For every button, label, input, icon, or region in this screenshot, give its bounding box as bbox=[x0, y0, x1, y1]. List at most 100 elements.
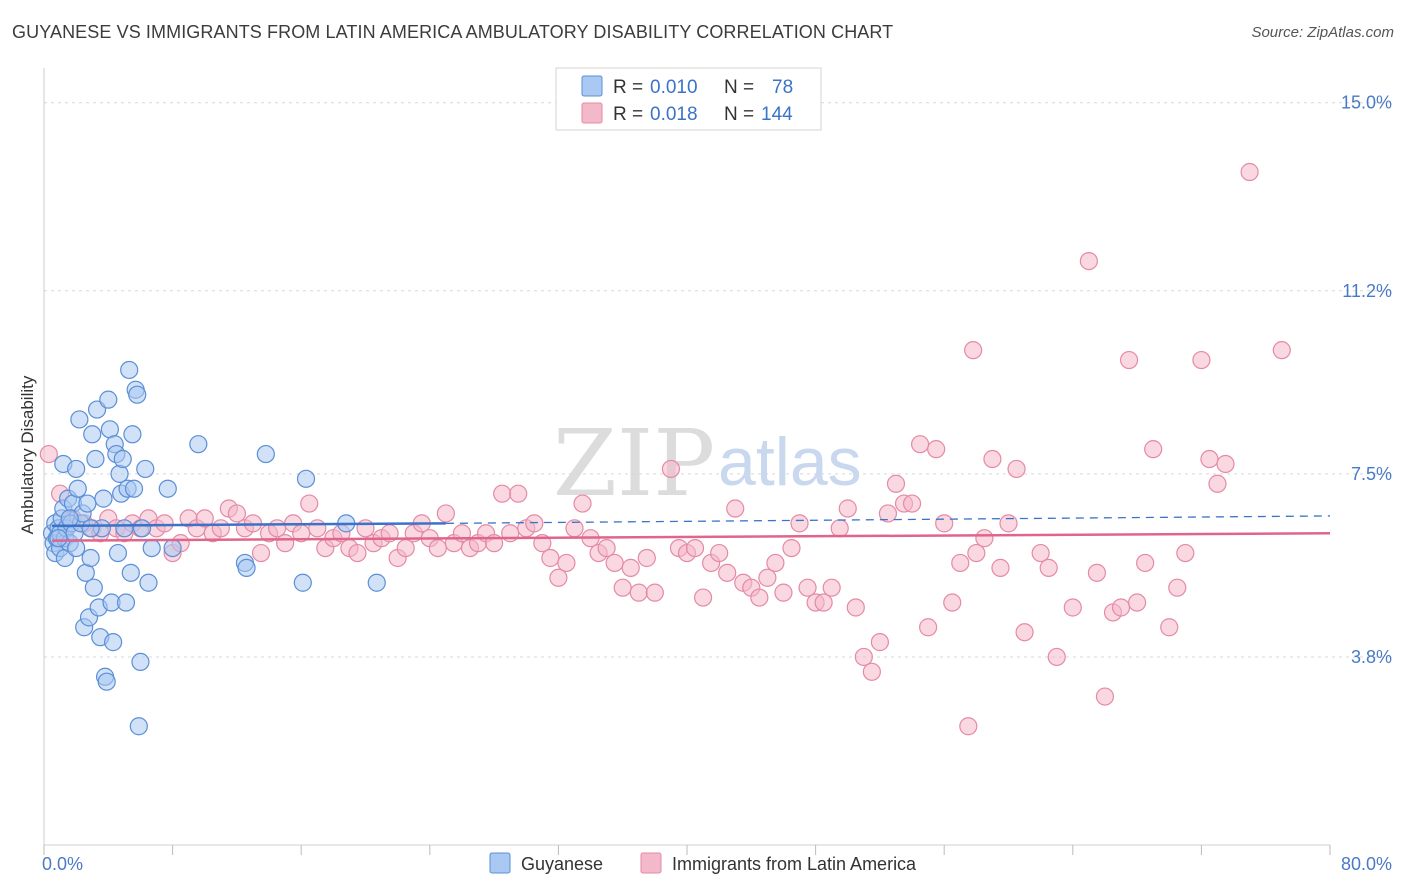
latin-america-point bbox=[525, 514, 544, 533]
latin-america-point bbox=[999, 514, 1018, 533]
latin-america-point bbox=[964, 341, 983, 360]
latin-america-point bbox=[605, 553, 624, 573]
latin-america-point bbox=[267, 519, 287, 538]
guyanese-point bbox=[110, 464, 129, 483]
latin-america-point bbox=[637, 548, 656, 568]
guyanese-point bbox=[70, 410, 89, 429]
latin-america-point bbox=[308, 519, 327, 538]
latin-america-point bbox=[710, 543, 729, 563]
guyanese-point bbox=[123, 425, 142, 444]
latin-america-point bbox=[276, 534, 295, 553]
series-legend-label-guyanese: Guyanese bbox=[521, 854, 603, 874]
latin-america-point bbox=[693, 588, 713, 607]
latin-america-point bbox=[1127, 593, 1147, 612]
guyanese-point bbox=[60, 509, 79, 528]
latin-america-point bbox=[155, 514, 174, 533]
guyanese-point bbox=[128, 385, 147, 404]
latin-america-point bbox=[1007, 459, 1026, 479]
latin-america-point bbox=[573, 494, 592, 513]
chart-title: GUYANESE VS IMMIGRANTS FROM LATIN AMERIC… bbox=[12, 22, 894, 42]
y-tick-label: 11.2% bbox=[1342, 281, 1392, 301]
latin-america-point bbox=[878, 504, 898, 523]
legend-n-label-2: N = bbox=[724, 104, 754, 125]
latin-america-point bbox=[1039, 558, 1058, 577]
guyanese-point bbox=[129, 717, 148, 736]
latin-america-point bbox=[910, 435, 930, 454]
guyanese-point bbox=[132, 519, 152, 538]
guyanese-point bbox=[121, 563, 140, 582]
latin-america-point bbox=[211, 519, 230, 538]
latin-america-point bbox=[1200, 449, 1219, 469]
latin-america-point bbox=[1240, 162, 1259, 182]
guyanese-point bbox=[163, 538, 182, 558]
series-legend-swatch-guyanese bbox=[489, 852, 511, 874]
latin-america-point bbox=[991, 558, 1010, 577]
latin-america-point bbox=[428, 538, 447, 558]
guyanese-point bbox=[84, 578, 103, 597]
legend-swatch-guyanese bbox=[581, 75, 603, 97]
latin-america-point bbox=[621, 558, 640, 577]
latin-america-point bbox=[750, 588, 769, 607]
latin-america-point bbox=[436, 504, 455, 523]
guyanese-point bbox=[49, 529, 68, 548]
y-tick-labels: 3.8% 7.5% 11.2% 15.0% bbox=[1341, 93, 1392, 667]
latin-america-point bbox=[1168, 578, 1187, 597]
guyanese-point bbox=[367, 573, 386, 592]
legend-r-label-1: R = bbox=[613, 77, 643, 98]
latin-america-point bbox=[766, 553, 785, 573]
guyanese-point bbox=[124, 479, 144, 498]
y-tick-label: 7.5% bbox=[1351, 464, 1392, 484]
latin-america-point bbox=[951, 553, 970, 573]
legend-n-label-1: N = bbox=[724, 77, 754, 98]
latin-america-point bbox=[493, 484, 512, 503]
latin-america-point bbox=[661, 459, 681, 479]
guyanese-point bbox=[81, 548, 100, 568]
legend-n-value-2: 144 bbox=[761, 104, 793, 125]
latin-america-point bbox=[927, 440, 946, 459]
latin-america-point bbox=[822, 578, 841, 597]
latin-america-point bbox=[396, 538, 415, 558]
latin-america-point bbox=[597, 538, 616, 558]
latin-america-point bbox=[1079, 251, 1098, 271]
latin-america-point bbox=[935, 514, 954, 533]
latin-america-point bbox=[846, 598, 865, 617]
latin-america-point bbox=[726, 499, 745, 518]
latin-america-point bbox=[685, 538, 705, 558]
series-legend: Guyanese Immigrants from Latin America bbox=[489, 852, 917, 874]
latin-america-point bbox=[774, 583, 793, 602]
latin-america-point bbox=[983, 449, 1002, 469]
latin-america-point bbox=[975, 529, 994, 548]
guyanese-point bbox=[108, 543, 128, 563]
guyanese-point bbox=[67, 538, 86, 558]
guyanese-point bbox=[99, 390, 118, 409]
latin-america-point bbox=[251, 543, 271, 563]
x-tick-label-max: 80.0% bbox=[1341, 854, 1392, 874]
latin-america-point bbox=[300, 494, 319, 513]
latin-america-point bbox=[854, 647, 873, 667]
guyanese-point bbox=[115, 519, 134, 538]
series-legend-label-latin-america: Immigrants from Latin America bbox=[672, 854, 917, 874]
y-axis-label: Ambulatory Disability bbox=[18, 375, 37, 534]
latin-america-point bbox=[943, 593, 962, 612]
latin-america-point bbox=[1272, 341, 1291, 360]
latin-america-point bbox=[814, 593, 833, 612]
series-legend-swatch-latin-america bbox=[640, 852, 662, 874]
guyanese-point bbox=[83, 425, 102, 444]
latin-america-point bbox=[1208, 474, 1227, 493]
guyanese-point bbox=[67, 459, 86, 479]
y-tick-label: 3.8% bbox=[1351, 647, 1392, 667]
series-guyanese-points bbox=[42, 360, 386, 736]
guyanese-point bbox=[296, 469, 316, 488]
latin-america-point bbox=[1015, 623, 1034, 642]
latin-america-point bbox=[557, 553, 576, 573]
latin-america-point bbox=[509, 484, 528, 503]
x-tick-label-min: 0.0% bbox=[42, 854, 83, 874]
guyanese-point bbox=[104, 633, 123, 652]
guyanese-point bbox=[94, 489, 113, 508]
legend-r-value-2: 0.018 bbox=[650, 104, 698, 125]
latin-america-point bbox=[959, 717, 978, 736]
latin-america-point bbox=[782, 538, 801, 558]
legend-r-label-2: R = bbox=[613, 104, 643, 125]
latin-america-point bbox=[1119, 350, 1139, 370]
